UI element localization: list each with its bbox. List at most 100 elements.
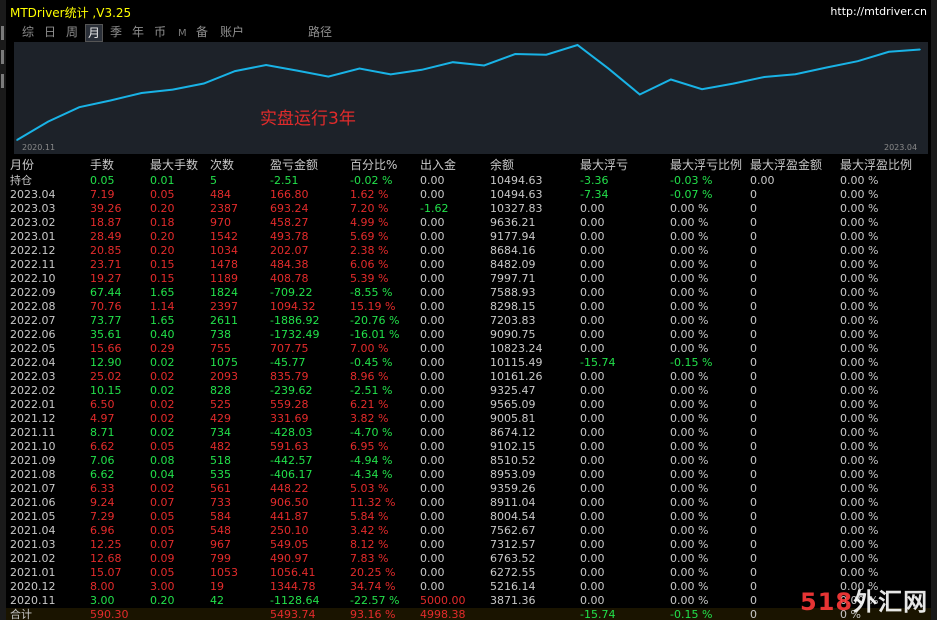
tab-overview[interactable]: 综 bbox=[22, 25, 35, 39]
cell-count: 1824 bbox=[210, 286, 238, 299]
site-watermark: 518外汇网 bbox=[800, 582, 928, 617]
cell-profit: 250.10 bbox=[270, 524, 309, 537]
cell-deposit: 0.00 bbox=[420, 566, 445, 579]
cell-deposit: -1.62 bbox=[420, 202, 449, 215]
tab-month[interactable]: 月 bbox=[85, 24, 104, 42]
cell-max-float-loss: 0.00 bbox=[580, 272, 605, 285]
website-link[interactable]: http://mtdriver.cn bbox=[830, 5, 927, 18]
header-deposit[interactable]: 出入金 bbox=[420, 158, 457, 172]
cell-balance: 7312.57 bbox=[490, 538, 536, 551]
cell-max-float-loss: -7.34 bbox=[580, 188, 609, 201]
header-max-lots[interactable]: 最大手数 bbox=[150, 158, 199, 172]
balance-point-2022.10 bbox=[732, 82, 734, 85]
cell-max-float-profit-ratio: 0.00 % bbox=[840, 594, 879, 607]
cell-lots: 7.19 bbox=[90, 188, 115, 201]
cell-month: 2021.02 bbox=[10, 552, 56, 565]
cell-max-float-profit-ratio: 0.00 % bbox=[840, 272, 879, 285]
tab-week[interactable]: 周 bbox=[66, 25, 79, 39]
cell-count: 970 bbox=[210, 216, 231, 229]
tab-path[interactable]: 路径 bbox=[308, 25, 333, 39]
cell-lots: 6.96 bbox=[90, 524, 115, 537]
header-profit[interactable]: 盈亏金额 bbox=[270, 158, 319, 172]
header-max-float-profit-ratio[interactable]: 最大浮盈比例 bbox=[840, 158, 913, 172]
header-max-float-loss[interactable]: 最大浮亏 bbox=[580, 158, 629, 172]
cell-lots: 19.27 bbox=[90, 272, 122, 285]
cell-percent: 8.12 % bbox=[350, 538, 389, 551]
cell-profit: -709.22 bbox=[270, 286, 313, 299]
cell-max-float-loss-ratio: 0.00 % bbox=[670, 272, 709, 285]
cell-percent: 5.03 % bbox=[350, 482, 389, 495]
cell-deposit: 0.00 bbox=[420, 482, 445, 495]
cell-max-float-loss: 0.00 bbox=[580, 580, 605, 593]
cell-max-float-loss-ratio: -0.07 % bbox=[670, 188, 713, 201]
balance-point-2021.01 bbox=[78, 106, 81, 108]
cell-count: 734 bbox=[210, 426, 231, 439]
tab-notes[interactable]: 备 bbox=[196, 25, 209, 39]
cell-percent: 8.96 % bbox=[350, 370, 389, 383]
cell-max-float-profit: 0 bbox=[750, 370, 757, 383]
table-row: 2023.02 18.87 0.18 970 458.27 4.99 % 0.00 9636.… bbox=[6, 216, 931, 230]
table-row: 2022.05 15.66 0.29 755 707.75 7.00 % 0.00 10823… bbox=[6, 342, 931, 356]
tab-year[interactable]: 年 bbox=[132, 25, 145, 39]
tab-account[interactable]: 账户 bbox=[220, 25, 245, 39]
cell-lots: 28.49 bbox=[90, 230, 122, 243]
table-row: 2021.03 12.25 0.07 967 549.05 8.12 % 0.00 7312.… bbox=[6, 538, 931, 552]
cell-max-float-loss-ratio: 0.00 % bbox=[670, 566, 709, 579]
cell-balance: 9565.09 bbox=[490, 398, 536, 411]
cell-balance: 9090.75 bbox=[490, 328, 536, 341]
cell-max-float-loss: 0.00 bbox=[580, 202, 605, 215]
cell-profit: -406.17 bbox=[270, 468, 313, 481]
header-count[interactable]: 次数 bbox=[210, 158, 235, 172]
cell-count: 1053 bbox=[210, 566, 238, 579]
cell-count: 733 bbox=[210, 496, 231, 509]
cell-profit: 1344.78 bbox=[270, 580, 316, 593]
cell-lots: 4.97 bbox=[90, 412, 115, 425]
balance-point-2021.09 bbox=[327, 75, 330, 78]
cell-balance: 7203.83 bbox=[490, 314, 536, 327]
cell-max-float-profit: 0 bbox=[750, 524, 757, 537]
cell-percent: 7.83 % bbox=[350, 552, 389, 565]
cell-month: 2023.03 bbox=[10, 202, 56, 215]
cell-max-float-profit: 0.00 bbox=[750, 174, 775, 187]
header-month[interactable]: 月份 bbox=[10, 158, 35, 172]
cell-count: 561 bbox=[210, 482, 231, 495]
cell-percent: -4.70 % bbox=[350, 426, 393, 439]
cell-max-float-loss: 0.00 bbox=[580, 258, 605, 271]
table-row: 2021.02 12.68 0.09 799 490.97 7.83 % 0.00 6763.… bbox=[6, 552, 931, 566]
header-balance[interactable]: 余额 bbox=[490, 158, 515, 172]
tab-currency[interactable]: 币 bbox=[154, 25, 167, 39]
header-max-float-profit[interactable]: 最大浮盈金额 bbox=[750, 158, 823, 172]
cell-max-float-profit-ratio: 0.00 % bbox=[840, 216, 879, 229]
cell-max-float-loss: 0.00 bbox=[580, 594, 605, 607]
tab-quarter[interactable]: 季 bbox=[110, 25, 123, 39]
cell-max-float-loss-ratio: 0.00 % bbox=[670, 370, 709, 383]
table-row: 2022.11 23.71 0.15 1478 484.38 6.06 % 0.00 8482… bbox=[6, 258, 931, 272]
stats-table: 月份 手数 最大手数 次数 盈亏金额 百分比% 出入金 余额 最大浮亏 最大浮亏比例 最大浮盈金额 最… bbox=[6, 157, 931, 620]
balance-point-2022.05 bbox=[576, 44, 579, 46]
cell-max-float-profit: 0 bbox=[750, 538, 757, 551]
cell-max-float-profit-ratio: 0.00 % bbox=[840, 454, 879, 467]
table-row: 2022.12 20.85 0.20 1034 202.07 2.38 % 0.00 8684… bbox=[6, 244, 931, 258]
balance-point-2022.02 bbox=[483, 64, 485, 67]
cell-month: 2020.11 bbox=[10, 594, 56, 607]
cell-max-float-profit-ratio: 0.00 % bbox=[840, 412, 879, 425]
cell-balance: 5216.14 bbox=[490, 580, 536, 593]
header-max-float-loss-ratio[interactable]: 最大浮亏比例 bbox=[670, 158, 743, 172]
cell-max-float-profit-ratio: 0.00 % bbox=[840, 482, 879, 495]
cell-profit: 591.63 bbox=[270, 440, 309, 453]
header-percent[interactable]: 百分比% bbox=[350, 158, 398, 172]
tab-day[interactable]: 日 bbox=[44, 25, 57, 39]
cell-max-float-profit: 0 bbox=[750, 216, 757, 229]
tab-m[interactable]: M bbox=[178, 28, 187, 39]
balance-point-2022.04 bbox=[545, 53, 548, 56]
app-title: MTDriver统计 ,V3.25 bbox=[10, 6, 132, 20]
cell-max-lots: 0.05 bbox=[150, 524, 175, 537]
header-lots[interactable]: 手数 bbox=[90, 158, 115, 172]
cell-max-float-profit: 0 bbox=[750, 202, 757, 215]
cell-balance: 8482.09 bbox=[490, 258, 536, 271]
cell-percent: -20.76 % bbox=[350, 314, 400, 327]
cell-max-float-loss-ratio: 0.00 % bbox=[670, 384, 709, 397]
cell-max-float-profit-ratio: 0.00 % bbox=[840, 566, 879, 579]
cell-profit: 166.80 bbox=[270, 188, 309, 201]
